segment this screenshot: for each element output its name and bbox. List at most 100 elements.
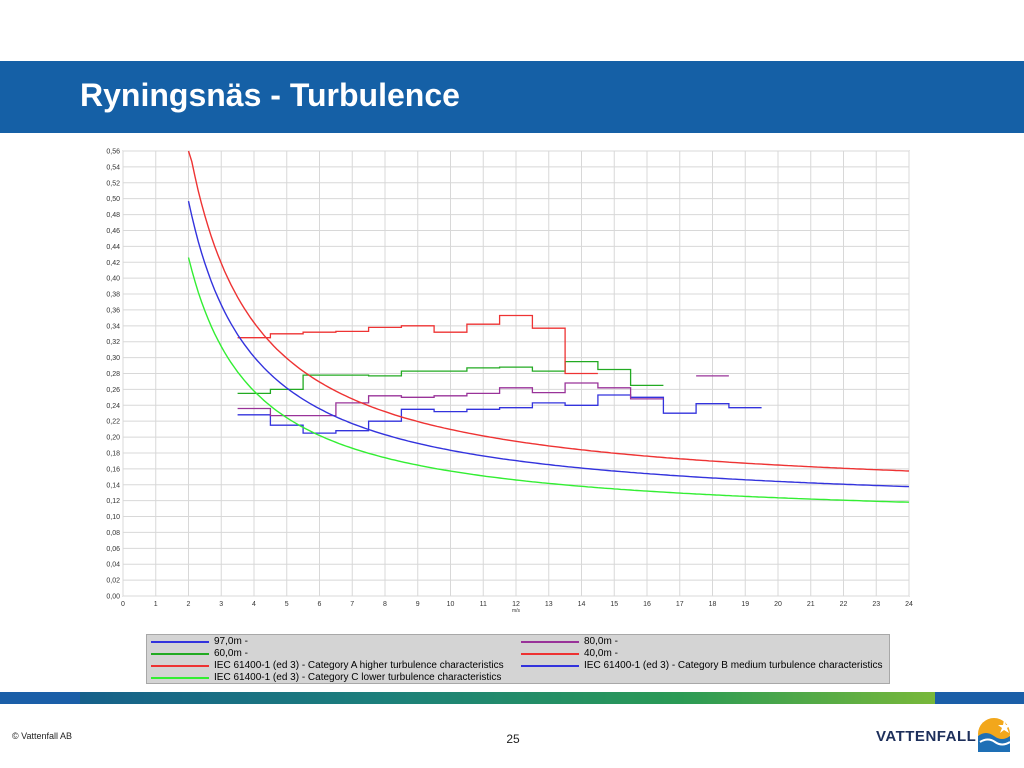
x-tick-labels: 0 1 2 3 4 5 6 7 8 9 10 11 12 13 14 15 16 17 18 19 20 21 22 23 24 <box>121 601 913 608</box>
x-tick-label: 7 <box>350 601 354 608</box>
y-tick-label: 0,52 <box>106 180 120 187</box>
footer-band-blue-right <box>935 692 1024 704</box>
x-tick-label: 22 <box>840 601 848 608</box>
logo-wordmark: VATTENFALL <box>876 728 977 745</box>
y-tick-label: 0,28 <box>106 371 120 378</box>
legend-item-iec-c: IEC 61400-1 (ed 3) - Category C lower tu… <box>151 672 501 683</box>
x-tick-label: 9 <box>416 601 420 608</box>
x-unit-label: m/s <box>512 608 521 614</box>
series-step-1 <box>237 382 664 417</box>
x-tick-label: 3 <box>219 601 223 608</box>
legend-label: IEC 61400-1 (ed 3) - Category B medium t… <box>584 660 883 671</box>
y-tick-label: 0,42 <box>106 260 120 267</box>
legend-label: IEC 61400-1 (ed 3) - Category A higher t… <box>214 660 504 671</box>
y-tick-label: 0,12 <box>106 498 120 505</box>
x-tick-label: 18 <box>709 601 717 608</box>
y-tick-label: 0,22 <box>106 419 120 426</box>
page-number: 25 <box>506 732 520 746</box>
x-tick-label: 11 <box>480 601 487 608</box>
x-tick-label: 17 <box>676 601 684 608</box>
x-tick-label: 5 <box>285 601 289 608</box>
legend-swatch <box>151 676 209 679</box>
legend-label: 97,0m - <box>214 636 248 647</box>
legend-label: 80,0m - <box>584 636 618 647</box>
chart-svg: 0,00 0,02 0,04 0,06 0,08 0,10 0,12 0,14 0,16 0,18… <box>106 149 913 615</box>
legend-item-iec-a: IEC 61400-1 (ed 3) - Category A higher t… <box>151 660 504 671</box>
y-tick-label: 0,54 <box>106 164 120 171</box>
series-step-2 <box>237 360 664 395</box>
y-tick-label: 0,46 <box>106 228 120 235</box>
y-tick-label: 0,08 <box>106 530 120 537</box>
legend-swatch <box>151 640 209 643</box>
y-tick-label: 0,32 <box>106 339 120 346</box>
title-bar: Ryningsnäs - Turbulence <box>0 61 1024 133</box>
legend-item-40m: 40,0m - <box>521 648 618 659</box>
vattenfall-logo: VATTENFALL <box>876 716 1016 752</box>
x-tick-label: 10 <box>447 601 455 608</box>
y-tick-label: 0,36 <box>106 307 120 314</box>
x-tick-label: 19 <box>741 601 749 608</box>
x-tick-label: 0 <box>121 601 125 608</box>
x-tick-label: 6 <box>318 601 322 608</box>
legend-swatch <box>151 664 209 667</box>
legend-swatch <box>521 652 579 655</box>
y-tick-label: 0,06 <box>106 546 120 553</box>
y-tick-label: 0,50 <box>106 196 120 203</box>
series-lines <box>187 150 910 503</box>
x-tick-label: 16 <box>643 601 651 608</box>
copyright-text: © Vattenfall AB <box>12 731 72 741</box>
y-tick-label: 0,18 <box>106 450 120 457</box>
y-tick-label: 0,20 <box>106 435 120 442</box>
x-tick-label: 4 <box>252 601 256 608</box>
y-tick-label: 0,00 <box>106 594 120 601</box>
legend-label: IEC 61400-1 (ed 3) - Category C lower tu… <box>214 672 502 683</box>
y-tick-label: 0,16 <box>106 466 120 473</box>
legend-item-iec-b: IEC 61400-1 (ed 3) - Category B medium t… <box>521 660 882 671</box>
y-tick-label: 0,30 <box>106 355 120 362</box>
y-tick-label: 0,24 <box>106 403 120 410</box>
x-tick-label: 21 <box>807 601 815 608</box>
series-step-0 <box>237 394 762 434</box>
x-tick-label: 12 <box>512 601 520 608</box>
y-tick-label: 0,04 <box>106 562 120 569</box>
legend-item-97m: 97,0m - <box>151 636 248 647</box>
x-tick-label: 15 <box>610 601 618 608</box>
x-tick-label: 1 <box>154 601 158 608</box>
x-tick-label: 8 <box>383 601 387 608</box>
grid-lines <box>122 150 910 597</box>
series-step-3 <box>237 314 598 375</box>
legend-item-60m: 60,0m - <box>151 648 248 659</box>
x-tick-label: 13 <box>545 601 553 608</box>
legend-swatch <box>521 664 579 667</box>
y-tick-label: 0,14 <box>106 482 120 489</box>
y-tick-labels: 0,00 0,02 0,04 0,06 0,08 0,10 0,12 0,14 0,16 0,18… <box>106 149 120 601</box>
slide-title: Ryningsnäs - Turbulence <box>80 77 460 113</box>
y-tick-label: 0,02 <box>106 578 120 585</box>
y-tick-label: 0,38 <box>106 292 120 299</box>
chart-legend: 97,0m - 60,0m - IEC 61400-1 (ed 3) - Cat… <box>146 634 890 684</box>
legend-swatch <box>521 640 579 643</box>
legend-label: 40,0m - <box>584 648 618 659</box>
y-tick-label: 0,34 <box>106 323 120 330</box>
y-tick-label: 0,40 <box>106 276 120 283</box>
y-tick-label: 0,56 <box>106 149 120 156</box>
turbulence-chart: 0,00 0,02 0,04 0,06 0,08 0,10 0,12 0,14 0,16 0,18… <box>95 143 925 618</box>
legend-item-80m: 80,0m - <box>521 636 618 647</box>
x-tick-label: 14 <box>578 601 586 608</box>
y-tick-label: 0,26 <box>106 387 120 394</box>
footer-color-band <box>0 692 1024 704</box>
legend-swatch <box>151 652 209 655</box>
x-tick-label: 23 <box>872 601 880 608</box>
y-tick-label: 0,44 <box>106 244 120 251</box>
x-tick-label: 2 <box>187 601 191 608</box>
series-curve-4 <box>187 150 910 472</box>
footer-band-blue <box>0 692 80 704</box>
footer-band-gradient <box>80 692 935 704</box>
x-tick-label: 24 <box>905 601 913 608</box>
x-tick-label: 20 <box>774 601 782 608</box>
series-curve-5 <box>187 200 910 488</box>
y-tick-label: 0,10 <box>106 514 120 521</box>
legend-label: 60,0m - <box>214 648 248 659</box>
logo-sun-wave-icon <box>978 718 1011 752</box>
y-tick-label: 0,48 <box>106 212 120 219</box>
